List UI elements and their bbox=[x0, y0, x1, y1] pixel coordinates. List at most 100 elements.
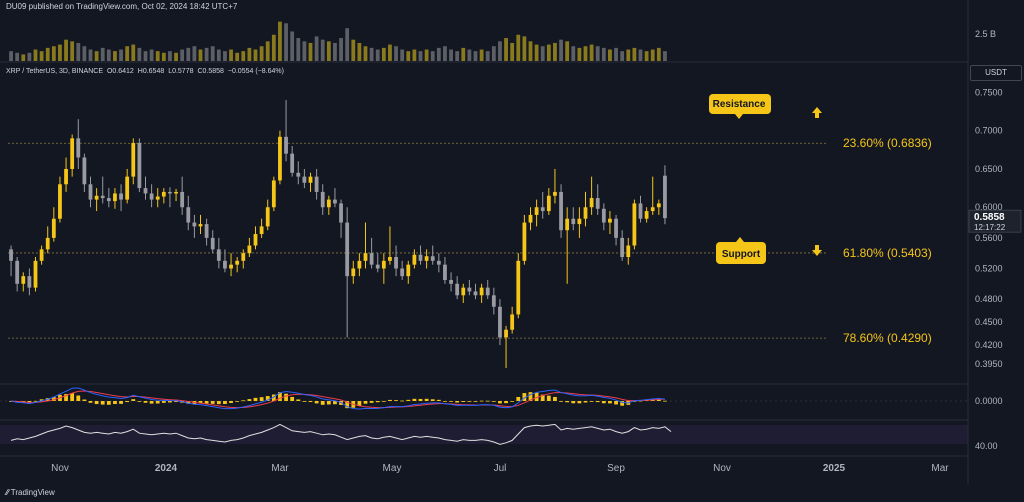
volume-bar bbox=[375, 49, 380, 61]
macd-histogram-bar bbox=[656, 399, 661, 401]
volume-bar bbox=[247, 47, 252, 61]
volume-bar bbox=[479, 49, 484, 61]
candle-body bbox=[308, 176, 313, 183]
macd-histogram-bar bbox=[253, 397, 258, 401]
price-tick-label: 0.4200 bbox=[975, 340, 1003, 350]
macd-histogram-bar bbox=[210, 401, 215, 404]
volume-bar bbox=[540, 46, 545, 61]
candle-body bbox=[143, 188, 148, 194]
volume-bar bbox=[608, 49, 612, 61]
candle-body bbox=[577, 218, 582, 225]
candle-body bbox=[534, 207, 539, 215]
candle-body bbox=[357, 260, 362, 269]
volume-bar bbox=[155, 51, 160, 61]
volume-bar bbox=[51, 46, 56, 61]
volume-bar bbox=[351, 39, 356, 61]
candle-body bbox=[186, 207, 191, 223]
candle-body bbox=[174, 191, 178, 194]
candle-body bbox=[45, 237, 50, 250]
macd-pane bbox=[0, 387, 968, 410]
volume-bar bbox=[210, 46, 215, 61]
price-tick-label: 0.7500 bbox=[975, 87, 1003, 97]
volume-bar bbox=[253, 49, 258, 61]
high-value: H0.6548 bbox=[137, 68, 165, 75]
macd-histogram-bar bbox=[449, 401, 453, 402]
low-value: L0.5778 bbox=[168, 68, 194, 75]
macd-histogram-bar bbox=[284, 393, 288, 401]
candle-body bbox=[168, 191, 172, 194]
countdown-label: 12:17:22 bbox=[974, 223, 1006, 232]
volume-bar bbox=[614, 47, 618, 61]
macd-histogram-bar bbox=[333, 401, 337, 405]
volume-bar bbox=[656, 47, 661, 61]
volume-bar bbox=[186, 47, 191, 61]
currency-badge[interactable]: USDT bbox=[970, 65, 1022, 81]
fib-level-label: 78.60% (0.4290) bbox=[843, 331, 932, 345]
candle-body bbox=[39, 249, 44, 261]
candle-body bbox=[314, 176, 319, 192]
volume-bar bbox=[449, 49, 453, 61]
macd-histogram-bar bbox=[351, 401, 356, 408]
volume-pane bbox=[9, 21, 667, 62]
macd-tick-label: 0.0000 bbox=[975, 396, 1003, 406]
volume-bar bbox=[284, 23, 288, 62]
macd-histogram-bar bbox=[528, 392, 533, 401]
open-value: O0.6412 bbox=[106, 68, 134, 75]
time-axis-label: Nov bbox=[713, 463, 731, 474]
candle-body bbox=[290, 153, 295, 173]
candle-body bbox=[302, 176, 307, 183]
tradingview-logo[interactable]: ⁄∕ TradingView bbox=[6, 488, 55, 497]
candle-body bbox=[467, 287, 472, 292]
volume-bar bbox=[198, 49, 203, 61]
macd-histogram-bar bbox=[595, 401, 600, 403]
macd-histogram-bar bbox=[614, 401, 618, 405]
volume-bar bbox=[577, 47, 582, 61]
volume-bar bbox=[302, 41, 307, 61]
macd-line bbox=[10, 387, 665, 410]
volume-bar bbox=[45, 47, 50, 61]
macd-histogram-bar bbox=[498, 401, 502, 404]
annotations: Resistance Support bbox=[709, 94, 822, 264]
candle-body bbox=[565, 218, 570, 231]
volume-bar bbox=[473, 51, 478, 61]
macd-histogram-bar bbox=[100, 401, 105, 405]
candle-body bbox=[106, 198, 111, 202]
candle-body bbox=[430, 256, 435, 261]
candle-body bbox=[137, 142, 142, 189]
macd-histogram-bar bbox=[21, 401, 26, 403]
candle-body bbox=[381, 260, 386, 269]
pair-label[interactable]: XRP / TetherUS, 3D, BINANCE bbox=[6, 68, 103, 75]
candle-body bbox=[400, 268, 405, 277]
candle-body bbox=[247, 245, 252, 254]
price-tick-label: 0.5200 bbox=[975, 263, 1003, 273]
candle-body bbox=[632, 203, 637, 246]
macd-histogram-bar bbox=[345, 401, 350, 409]
time-axis-label: Nov bbox=[51, 463, 69, 474]
macd-histogram-bar bbox=[155, 401, 160, 404]
candle-body bbox=[589, 198, 594, 208]
macd-histogram-bar bbox=[76, 395, 81, 401]
volume-bar bbox=[632, 47, 637, 61]
macd-histogram-bar bbox=[565, 401, 570, 403]
macd-histogram-bar bbox=[143, 401, 148, 403]
macd-histogram-bar bbox=[15, 401, 20, 403]
change-value: −0.0554 (−8.64%) bbox=[227, 68, 284, 75]
time-axis-label: 2025 bbox=[823, 463, 846, 474]
macd-histogram-bar bbox=[88, 401, 93, 403]
macd-histogram-bar bbox=[113, 401, 117, 405]
volume-bar bbox=[516, 34, 521, 61]
candle-body bbox=[149, 193, 154, 200]
macd-histogram-bar bbox=[131, 399, 136, 401]
candle-body bbox=[216, 249, 221, 261]
macd-histogram-bar bbox=[418, 398, 423, 401]
candle-body bbox=[82, 157, 87, 185]
support-label: Support bbox=[722, 249, 761, 260]
volume-bar bbox=[15, 52, 20, 61]
macd-histogram-bar bbox=[9, 401, 13, 402]
fib-levels: 23.60% (0.6836) 61.80% (0.5403) 78.60% (0.… bbox=[8, 136, 932, 345]
symbol-info-bar: XRP / TetherUS, 3D, BINANCE O0.6412 H0.6… bbox=[6, 68, 286, 75]
candle-body bbox=[284, 136, 288, 154]
candle-body bbox=[614, 218, 618, 238]
time-axis-label: May bbox=[383, 463, 402, 474]
